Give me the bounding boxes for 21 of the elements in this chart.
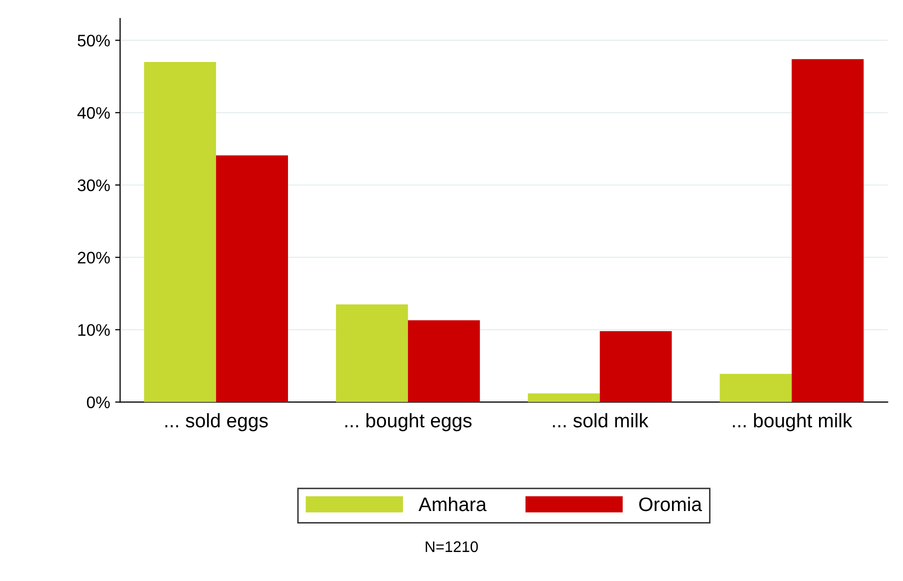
x-tick-label: ... bought eggs <box>345 413 472 432</box>
x-tick-label: ... sold milk <box>552 413 648 428</box>
text: N=1210 <box>426 541 478 552</box>
y-tick-label: 50% <box>78 34 110 46</box>
y-tick-label: 40% <box>77 107 110 119</box>
bar <box>144 62 216 402</box>
bar <box>600 331 672 402</box>
x-tick-label: ... sold eggs <box>165 413 268 432</box>
bar <box>408 320 480 402</box>
bar <box>528 393 600 402</box>
bar <box>792 59 864 402</box>
y-tick-label: 30% <box>78 179 110 192</box>
x-tick-label: ... bought milk <box>732 413 852 432</box>
bar <box>216 155 288 402</box>
legend-label: Amhara <box>418 496 487 512</box>
legend-label: Oromia <box>639 496 702 512</box>
y-tick-label: 10% <box>78 324 110 336</box>
bar <box>720 374 792 402</box>
bar <box>336 304 408 402</box>
y-tick-label: 0% <box>86 396 110 408</box>
y-tick-label: 20% <box>78 252 110 264</box>
